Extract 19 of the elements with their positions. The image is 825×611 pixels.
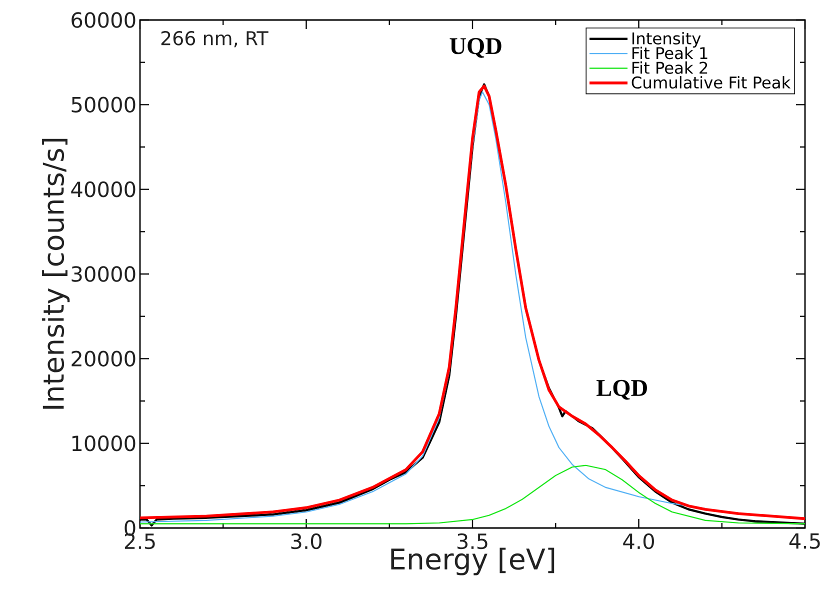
x-tick-label: 3.5 xyxy=(457,533,488,550)
annotation: UQD xyxy=(450,38,502,58)
x-tick-label: 4.5 xyxy=(789,533,820,549)
annotation: LQD xyxy=(596,380,647,400)
legend-label: Fit Peak 1 xyxy=(632,46,708,60)
legend-label: Intensity xyxy=(632,32,701,48)
x-tick-label: 3.0 xyxy=(291,533,322,550)
y-tick-label: 40000 xyxy=(71,181,136,198)
y-tick-label: 60000 xyxy=(72,12,136,28)
y-axis-title: Intensity [counts/s] xyxy=(42,138,70,409)
y-tick-label: 30000 xyxy=(72,266,136,282)
legend-label: Fit Peak 2 xyxy=(632,61,708,74)
legend-label: Cumulative Fit Peak xyxy=(632,76,791,89)
annotation: 266 nm, RT xyxy=(161,30,268,48)
y-tick-label: 50000 xyxy=(72,96,136,113)
x-axis-title: Energy [eV] xyxy=(391,548,554,576)
y-tick-label: 10000 xyxy=(72,435,136,452)
x-tick-label: 4.0 xyxy=(623,533,654,550)
y-tick-label: 20000 xyxy=(72,350,136,367)
